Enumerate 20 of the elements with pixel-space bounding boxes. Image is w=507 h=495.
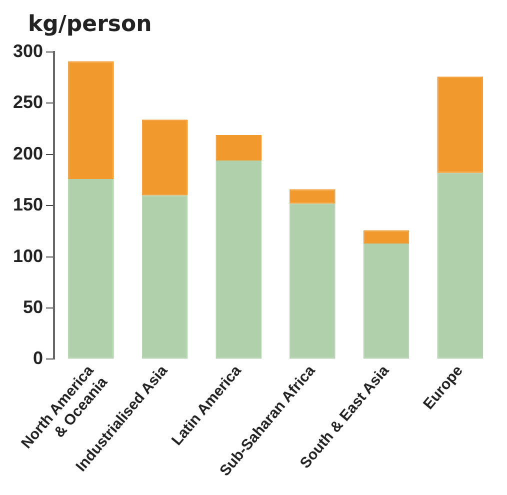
bar (437, 76, 483, 173)
bar (363, 244, 410, 359)
bar (437, 172, 483, 359)
bar (68, 178, 114, 359)
bar (290, 204, 336, 359)
y-tick-label: 250 (12, 92, 44, 112)
y-tick-label: 0 (33, 348, 44, 368)
bar (68, 61, 114, 179)
y-tick-label: 150 (12, 194, 44, 215)
y-tick-label: 300 (12, 40, 44, 61)
bar (216, 160, 262, 359)
y-tick-label: 100 (12, 246, 44, 266)
y-tick-label: 50 (23, 296, 44, 317)
bar (363, 230, 410, 244)
y-axis-title: kg/person (28, 12, 152, 37)
bar (142, 120, 188, 196)
bar (290, 189, 336, 204)
bar (216, 134, 262, 161)
y-tick-label: 200 (12, 143, 44, 164)
bar (142, 195, 188, 359)
